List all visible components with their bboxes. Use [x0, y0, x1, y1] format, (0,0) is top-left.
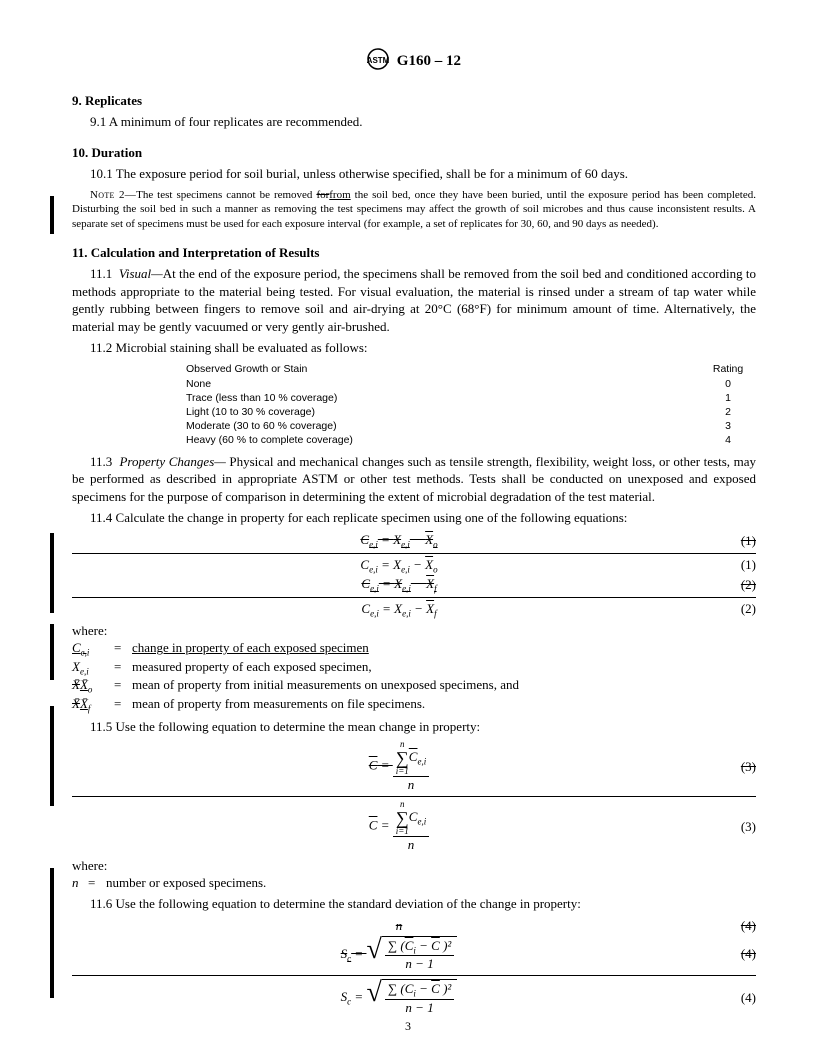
- change-bar: [50, 624, 54, 680]
- note-underline: from: [329, 189, 350, 201]
- where-label: where:: [72, 858, 107, 873]
- eq-num: (4): [726, 918, 756, 934]
- change-bar: [50, 706, 54, 806]
- eq-num: (1): [726, 557, 756, 573]
- section-9-heading: 9. Replicates: [72, 93, 756, 109]
- section-11-heading: 11. Calculation and Interpretation of Re…: [72, 245, 756, 261]
- where-desc: number or exposed specimens.: [106, 875, 756, 891]
- note-strike: for: [316, 189, 329, 201]
- section-11-2: 11.2 Microbial staining shall be evaluat…: [72, 339, 756, 357]
- eq-num: (1): [726, 533, 756, 549]
- astm-logo-icon: ASTM: [367, 48, 389, 75]
- section-11-3: 11.3 Property Changes— Physical and mech…: [72, 453, 756, 506]
- table-cell: Moderate (30 to 60 % coverage): [182, 419, 674, 433]
- table-cell: 3: [674, 419, 782, 433]
- section-11-6: 11.6 Use the following equation to deter…: [72, 895, 756, 913]
- section-9-1: 9.1 A minimum of four replicates are rec…: [72, 113, 756, 131]
- section-11-1: 11.1 Visual—At the end of the exposure p…: [72, 265, 756, 335]
- eq-num: (4): [726, 946, 756, 962]
- table-row: Trace (less than 10 % coverage)1: [182, 391, 782, 405]
- svg-text:ASTM: ASTM: [367, 56, 389, 65]
- change-bar: [50, 868, 54, 998]
- where-block-2: where: n = number or exposed specimens.: [72, 858, 756, 891]
- where-sym: n: [72, 875, 79, 890]
- page-header: ASTM G160 – 12: [72, 48, 756, 75]
- note-2: Note 2—The test specimens cannot be remo…: [72, 188, 756, 231]
- table-row: None0: [182, 377, 782, 391]
- where-desc: mean of property from measurements on fi…: [132, 696, 756, 712]
- change-bar: [50, 533, 54, 613]
- section-10-heading: 10. Duration: [72, 145, 756, 161]
- where-desc: change in property of each exposed speci…: [132, 640, 756, 656]
- section-10-1: 10.1 The exposure period for soil burial…: [72, 165, 756, 183]
- table-cell: 0: [674, 377, 782, 391]
- table-row: Heavy (60 % to complete coverage)4: [182, 433, 782, 447]
- where-label: where:: [72, 623, 107, 638]
- note-label: Note 2—: [90, 189, 136, 201]
- table-row: Moderate (30 to 60 % coverage)3: [182, 419, 782, 433]
- table-head-left: Observed Growth or Stain: [182, 361, 674, 377]
- table-cell: Trace (less than 10 % coverage): [182, 391, 674, 405]
- table-cell: 2: [674, 405, 782, 419]
- eq-num: (3): [726, 759, 756, 775]
- table-cell: Heavy (60 % to complete coverage): [182, 433, 674, 447]
- where-block: where: Ce,i = change in property of each…: [72, 623, 756, 713]
- page-number: 3: [0, 1019, 816, 1034]
- section-11-4: 11.4 Calculate the change in property fo…: [72, 509, 756, 527]
- eq-num: (2): [726, 577, 756, 593]
- designation-text: G160 – 12: [397, 53, 461, 69]
- where-desc: measured property of each exposed specim…: [132, 659, 756, 675]
- equation-4-block: n(4) Sc = √ ∑ (Ci − C )² n − 1 (4) Sc = …: [72, 917, 756, 1017]
- eq-num: (4): [726, 990, 756, 1006]
- note-text-a: The test specimens cannot be removed: [136, 189, 316, 201]
- table-cell: 1: [674, 391, 782, 405]
- where-desc: mean of property from initial measuremen…: [132, 677, 756, 693]
- table-cell: 4: [674, 433, 782, 447]
- eq-num: (2): [726, 601, 756, 617]
- eq-num: (3): [726, 819, 756, 835]
- table-cell: None: [182, 377, 674, 391]
- equation-1-block: Ce,i = Xe,i − Xo(1) Ce,i = Xe,i − Xo(1) …: [72, 531, 756, 619]
- table-head-right: Rating: [674, 361, 782, 377]
- change-bar: [50, 196, 54, 234]
- table-cell: Light (10 to 30 % coverage): [182, 405, 674, 419]
- rating-table: Observed Growth or StainRating None0 Tra…: [182, 361, 782, 447]
- equation-3-block: C = n∑i=1Ce,i n (3) C = n∑i=1Ce,i n (3): [72, 739, 756, 854]
- table-row: Light (10 to 30 % coverage)2: [182, 405, 782, 419]
- section-11-5: 11.5 Use the following equation to deter…: [72, 718, 756, 736]
